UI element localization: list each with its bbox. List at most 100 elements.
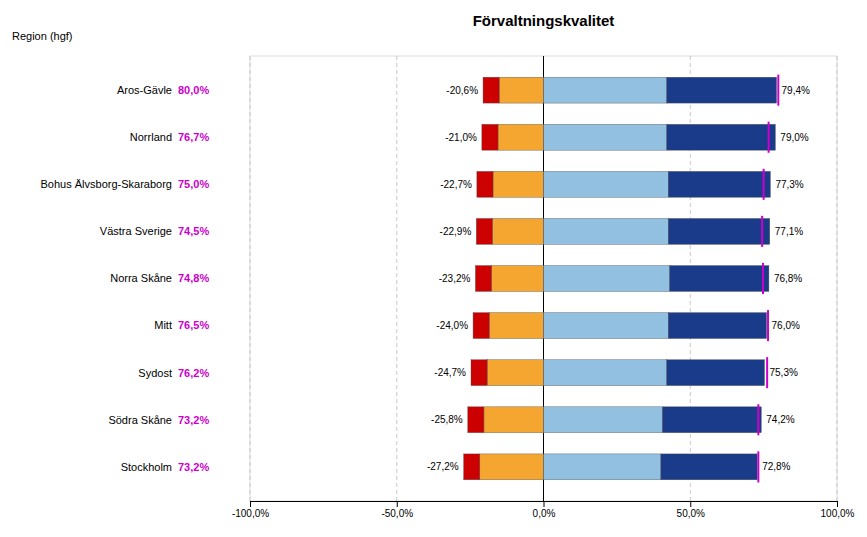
- bar: [482, 124, 498, 150]
- bar: [471, 360, 487, 386]
- marker-line: [768, 122, 770, 153]
- total-label: 79,0%: [780, 132, 808, 143]
- tick-mark: [544, 501, 545, 507]
- marker-line: [762, 263, 764, 294]
- bar: [473, 313, 489, 339]
- total-label: 74,2%: [766, 414, 794, 425]
- total-label: -21,0%: [445, 132, 477, 143]
- marker-line: [763, 169, 765, 200]
- axis-line: [251, 502, 838, 508]
- marker-line: [767, 310, 769, 341]
- x-axis: -100,0% -50,0% 0,0% 50,0% 100,0%: [232, 501, 855, 519]
- tick: -100,0%: [232, 501, 269, 519]
- bar: [667, 77, 777, 103]
- bar: [544, 313, 669, 339]
- total-label: -24,0%: [436, 320, 468, 331]
- tick-label: -50,0%: [381, 508, 413, 519]
- grid: [250, 56, 837, 501]
- value-label: 73,2%: [178, 461, 209, 473]
- total-label: -27,2%: [427, 461, 459, 472]
- bar: [667, 360, 765, 386]
- bar: [667, 124, 776, 150]
- bar: [476, 218, 492, 244]
- category-label: Västra Sverige: [100, 225, 172, 237]
- total-label: -22,9%: [440, 226, 472, 237]
- value-label: 76,7%: [178, 131, 209, 143]
- value-label: 74,8%: [178, 272, 209, 284]
- tick: 100,0%: [821, 501, 855, 519]
- bar: [493, 171, 543, 197]
- grid-line: [396, 56, 397, 501]
- title: Förvaltningskvalitet: [473, 12, 615, 29]
- total-label: -25,8%: [431, 414, 463, 425]
- total-label: 75,3%: [770, 367, 798, 378]
- chart: -20,6% -21,0% -22,7% -22,9% -23,2% -24,0% -24,…: [0, 0, 867, 537]
- bar: [492, 266, 544, 292]
- y-label: Region (hgf): [12, 30, 73, 42]
- tick-mark: [837, 501, 838, 507]
- value-label: 80,0%: [178, 84, 209, 96]
- tick-label: 0,0%: [533, 508, 556, 519]
- tick-mark: [250, 501, 251, 507]
- total-label: 77,1%: [775, 226, 803, 237]
- total-label: -20,6%: [446, 85, 478, 96]
- marker-line: [757, 404, 759, 435]
- bar: [484, 407, 544, 433]
- marker-line: [777, 75, 779, 106]
- tick-label: 50,0%: [677, 508, 705, 519]
- bar: [544, 407, 663, 433]
- category-label: Stockholm: [121, 461, 172, 473]
- tick: 0,0%: [533, 501, 556, 519]
- tick-mark: [397, 501, 398, 507]
- bar: [477, 171, 493, 197]
- bar: [668, 313, 766, 339]
- tick: 50,0%: [677, 501, 705, 519]
- bar: [487, 360, 543, 386]
- bar: [544, 360, 667, 386]
- category-label: Norra Skåne: [110, 272, 172, 284]
- bar: [464, 454, 480, 480]
- bar: [661, 454, 757, 480]
- tick-mark: [690, 501, 691, 507]
- bar: [544, 218, 669, 244]
- total-label: 77,3%: [775, 179, 803, 190]
- bar: [468, 407, 484, 433]
- grid-line: [837, 56, 838, 501]
- bar: [544, 171, 669, 197]
- bar: [499, 77, 543, 103]
- bar: [492, 218, 543, 244]
- bar: [544, 454, 661, 480]
- bar: [670, 266, 769, 292]
- bar: [544, 124, 667, 150]
- total-label: -22,7%: [440, 179, 472, 190]
- category-label: Norrland: [130, 131, 172, 143]
- bar: [544, 266, 670, 292]
- marker-line: [766, 357, 768, 388]
- total-label: 72,8%: [762, 461, 790, 472]
- grid-line: [250, 56, 251, 501]
- value-label: 76,5%: [178, 319, 209, 331]
- tick: -50,0%: [381, 501, 413, 519]
- bar: [489, 313, 543, 339]
- marker-line: [757, 451, 759, 482]
- bar: [475, 266, 491, 292]
- total-labels: -20,6% -21,0% -22,7% -22,9% -23,2% -24,0% -24,…: [427, 85, 810, 473]
- bar: [662, 407, 761, 433]
- total-label: 79,4%: [782, 85, 810, 96]
- category-label: Sydost: [138, 367, 172, 379]
- category-label: Aros-Gävle: [117, 84, 172, 96]
- plot-frame: [250, 56, 837, 501]
- category-labels: Aros-GävleNorrlandBohus Älvsborg-Skarabo…: [41, 84, 210, 473]
- value-label: 76,2%: [178, 367, 209, 379]
- value-label: 75,0%: [178, 178, 209, 190]
- category-label: Södra Skåne: [108, 414, 172, 426]
- marks: [464, 75, 779, 483]
- total-label: 76,0%: [772, 320, 800, 331]
- tick-label: 100,0%: [821, 508, 855, 519]
- total-label: -24,7%: [434, 367, 466, 378]
- bar: [668, 218, 770, 244]
- total-label: -23,2%: [439, 273, 471, 284]
- value-label: 73,2%: [178, 414, 209, 426]
- bar: [544, 77, 667, 103]
- bar: [498, 124, 543, 150]
